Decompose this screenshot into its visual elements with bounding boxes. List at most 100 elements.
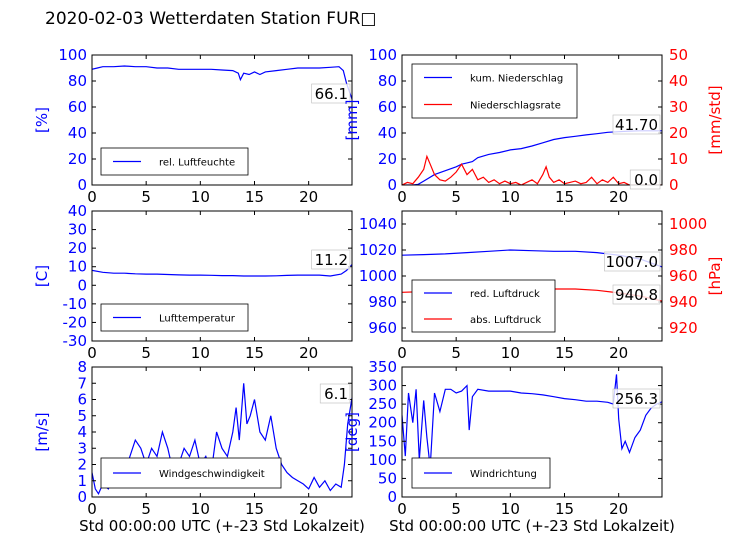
pressure-ytick-label: 1020 — [359, 241, 397, 259]
temperature-ytick-label: 10 — [68, 258, 87, 276]
windspeed-ytick-label: 4 — [77, 423, 87, 441]
precipitation-ytick-label: 0 — [387, 176, 397, 194]
pressure-current-value: 1007.0 — [604, 251, 661, 272]
pressure-ytick-right-label: 920 — [669, 319, 698, 337]
winddirection-ytick-label: 250 — [368, 395, 397, 413]
precipitation-ytick-label: 80 — [378, 72, 397, 90]
humidity-ytick-label: 0 — [77, 176, 87, 194]
winddirection-current-value-text: 256.3 — [615, 390, 658, 408]
pressure-ytick-label: 980 — [368, 293, 397, 311]
temperature-current-value-text: 11.2 — [315, 251, 348, 269]
temperature-xtick-label: 5 — [141, 344, 151, 362]
winddirection-current-value-bg — [612, 388, 661, 409]
humidity-legend-label: rel. Luftfeuchte — [159, 158, 235, 169]
precipitation-ytick-label: 20 — [378, 150, 397, 168]
temperature-xtick-label: 0 — [87, 344, 97, 362]
humidity-xtick-label: 10 — [191, 188, 210, 206]
precipitation-legend-label: kum. Niederschlag — [470, 74, 563, 85]
humidity-ytick-label: 20 — [68, 150, 87, 168]
pressure-ytick-right-label: 1000 — [669, 215, 707, 233]
pressure-ytick-label: 960 — [368, 319, 397, 337]
temperature-ytick-label: 0 — [77, 276, 87, 294]
winddirection-legend-label: Windrichtung — [470, 469, 537, 480]
winddirection-series-0 — [402, 374, 662, 468]
windspeed-ytick-label: 6 — [77, 391, 87, 409]
temperature-current-value: 11.2 — [311, 249, 351, 270]
winddirection-ylabel: [deg] — [343, 412, 361, 452]
precipitation-current-value: 41.70 — [612, 114, 661, 135]
windspeed-current-value: 6.1 — [319, 383, 351, 404]
precipitation-current-value-text: 41.70 — [615, 116, 658, 134]
precipitation-xtick-label: 0 — [397, 188, 407, 206]
pressure-ytick-right-label: 940 — [669, 293, 698, 311]
humidity-xtick-label: 0 — [87, 188, 97, 206]
winddirection-xtick-label: 20 — [609, 500, 628, 518]
precipitation-ytick-right-label: 50 — [669, 46, 688, 64]
precipitation-chart: 0 5 10 15 20 0 20 40 60 80 100 0 10 20 30 40 50 [mm] [mm/s… — [343, 46, 724, 206]
winddirection-xtick-label: 5 — [451, 500, 461, 518]
pressure-current-value-right: 940.8 — [612, 284, 661, 305]
temperature-xtick-label: 10 — [191, 344, 210, 362]
figure-title: 2020-02-03 Wetterdaten Station FUR□ — [45, 9, 377, 29]
humidity-legend: rel. Luftfeuchte — [100, 147, 249, 176]
precipitation-ytick-right-label: 0 — [669, 176, 679, 194]
precipitation-legend-label: Niederschlagsrate — [470, 101, 561, 112]
windspeed-xtick-label: 10 — [191, 500, 210, 518]
pressure-ytick-label: 1000 — [359, 267, 397, 285]
winddirection-xtick-label: 15 — [555, 500, 574, 518]
humidity-ytick-label: 40 — [68, 124, 87, 142]
precipitation-ylabel-right: [mm/std] — [706, 85, 724, 154]
winddirection-frame — [401, 366, 663, 498]
temperature-legend: Lufttemperatur — [100, 303, 249, 332]
pressure-chart: 0 5 10 15 20 960 980 1000 1020 1040 920 940 960 980 10… — [359, 210, 724, 362]
pressure-current-value-text: 1007.0 — [606, 253, 659, 271]
pressure-legend-box — [411, 279, 556, 333]
humidity-chart: 0 5 10 15 20 0 20 40 60 80 100 [%] rel. Luftfeuchte 6… — [33, 46, 353, 206]
precipitation-legend: kum. Niederschlag Niederschlagsrate — [411, 63, 578, 119]
temperature-ytick-label: -20 — [63, 313, 88, 331]
precipitation-series-1 — [402, 154, 662, 185]
precipitation-xtick-label: 5 — [451, 188, 461, 206]
precipitation-ytick-right-label: 30 — [669, 98, 688, 116]
precipitation-xtick-label: 10 — [501, 188, 520, 206]
precipitation-current-value-right: 0.0 — [629, 169, 661, 190]
pressure-ytick-label: 1040 — [359, 215, 397, 233]
windspeed-legend: Windgeschwindigkeit — [100, 457, 282, 489]
temperature-ytick-label: 20 — [68, 239, 87, 257]
pressure-legend: red. Luftdruck abs. Luftdruck — [411, 279, 556, 333]
humidity-ytick-label: 80 — [68, 72, 87, 90]
humidity-xtick-label: 15 — [245, 188, 264, 206]
windspeed-ytick-label: 2 — [77, 456, 87, 474]
humidity-series-0 — [92, 65, 352, 100]
winddirection-legend: Windrichtung — [411, 457, 551, 489]
pressure-current-value-right-bg — [612, 284, 661, 305]
precipitation-xtick-label: 20 — [609, 188, 628, 206]
pressure-xtick-label: 20 — [609, 344, 628, 362]
winddirection-xtick-label: 10 — [501, 500, 520, 518]
precipitation-xtick-label: 15 — [555, 188, 574, 206]
windspeed-ytick-label: 5 — [77, 407, 87, 425]
pressure-xtick-label: 5 — [451, 344, 461, 362]
winddirection-xlabel: Std 00:00:00 UTC (+-23 Std Lokalzeit) — [389, 517, 675, 535]
pressure-current-value-bg — [604, 251, 661, 272]
winddirection-ytick-label: 0 — [387, 488, 397, 506]
precipitation-ytick-right-label: 40 — [669, 72, 688, 90]
temperature-xtick-label: 15 — [245, 344, 264, 362]
windspeed-ytick-label: 7 — [77, 374, 87, 392]
humidity-ylabel: [%] — [33, 107, 51, 133]
pressure-ytick-right-label: 980 — [669, 241, 698, 259]
temperature-ytick-label: -10 — [63, 295, 88, 313]
windspeed-xtick-label: 15 — [245, 500, 264, 518]
windspeed-series-0 — [92, 383, 352, 496]
pressure-ylabel-right: [hPa] — [706, 257, 724, 296]
winddirection-ytick-label: 300 — [368, 377, 397, 395]
pressure-legend-label: red. Luftdruck — [470, 289, 540, 300]
windspeed-xtick-label: 20 — [299, 500, 318, 518]
humidity-xtick-label: 20 — [299, 188, 318, 206]
precipitation-series-0 — [402, 130, 662, 185]
pressure-xtick-label: 15 — [555, 344, 574, 362]
windspeed-current-value-bg — [319, 383, 351, 404]
